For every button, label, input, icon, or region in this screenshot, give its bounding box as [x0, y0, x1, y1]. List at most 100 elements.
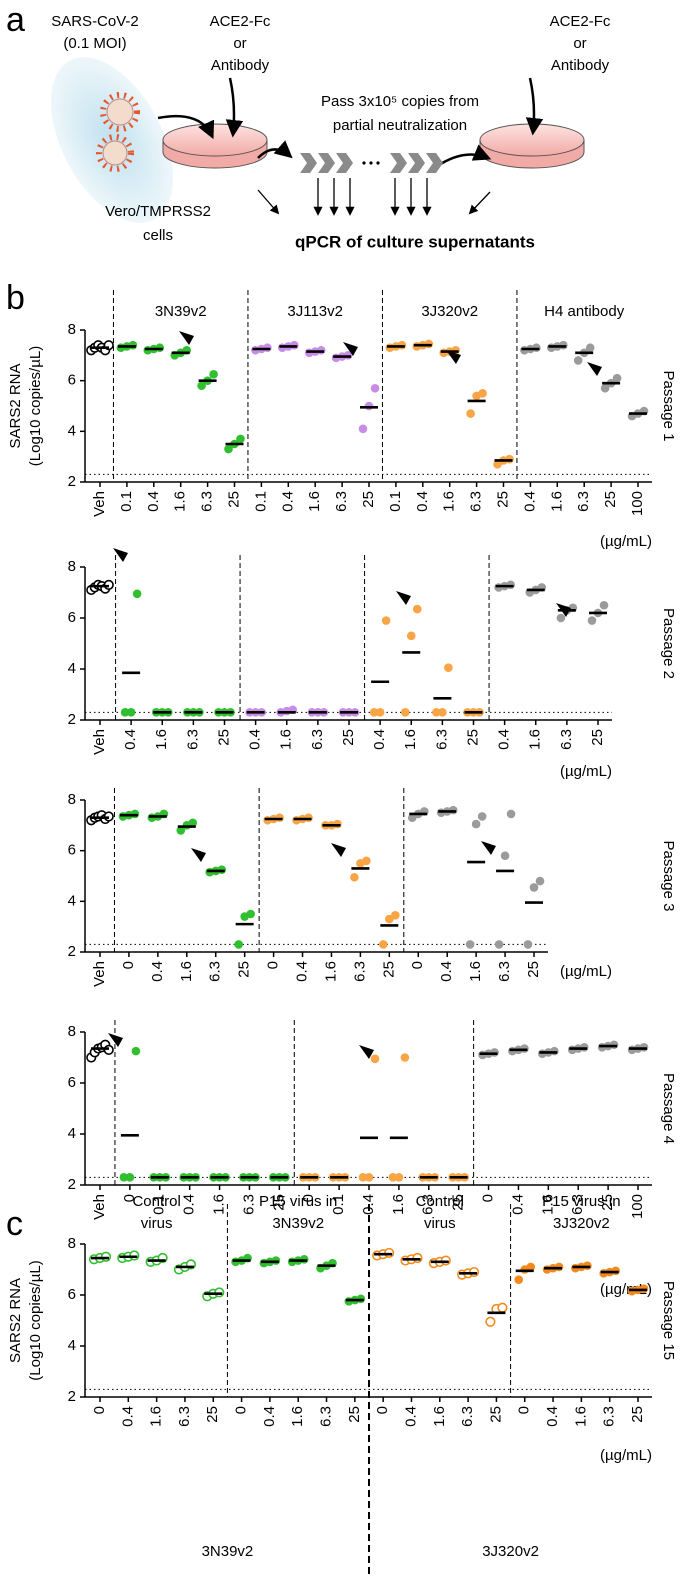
x-tick-label: 1.6 — [278, 729, 295, 750]
x-tick-label: 6.3 — [240, 1194, 257, 1215]
arrowhead — [556, 603, 571, 617]
y-tick-label: 6 — [68, 842, 76, 859]
arrowhead — [191, 848, 206, 862]
data-point — [556, 613, 566, 623]
data-point — [477, 812, 487, 821]
data-point — [514, 1275, 524, 1284]
arrowhead — [359, 1045, 374, 1059]
x-tick-label: 6.3 — [176, 1406, 193, 1427]
data-point — [599, 600, 609, 610]
passage-label: Passage 2 — [660, 608, 677, 679]
x-tick-label: 100 — [629, 1194, 646, 1219]
group-label: virus — [141, 1215, 173, 1232]
data-point — [600, 383, 610, 393]
data-point — [485, 1316, 496, 1327]
group-label: Control — [416, 1193, 464, 1210]
y-axis-label: SARS2 RNA — [7, 363, 24, 448]
x-tick-label: 6.3 — [459, 1406, 476, 1427]
data-point — [526, 1262, 536, 1272]
y-tick-label: 2 — [68, 711, 76, 728]
x-tick-label: 6.3 — [199, 491, 216, 512]
x-tick-label: 25 — [270, 1194, 287, 1211]
x-tick-label: 0.4 — [247, 729, 264, 750]
passage-label: Passage 3 — [660, 841, 677, 912]
x-tick-label: 6.3 — [496, 961, 513, 982]
data-point — [234, 940, 243, 949]
data-point — [587, 616, 597, 625]
data-point — [188, 818, 198, 828]
y-axis-label: (Log10 copies/µL) — [27, 346, 44, 466]
virus — [96, 134, 134, 172]
y-tick-label: 4 — [68, 422, 76, 439]
x-tick-label: 100 — [629, 491, 646, 516]
data-point — [573, 356, 583, 365]
data-point — [391, 910, 400, 920]
x-tick-label: 0.1 — [252, 491, 269, 512]
group-label: virus — [424, 1215, 456, 1232]
unit-label: (µg/mL) — [560, 763, 612, 780]
x-tick-label: 25 — [494, 491, 511, 508]
y-tick-label: 8 — [68, 558, 76, 575]
arrowhead — [481, 841, 496, 855]
x-tick-label: 6.3 — [468, 491, 485, 512]
data-point — [358, 424, 368, 434]
label: Antibody — [211, 57, 270, 74]
x-tick-label: 6.3 — [317, 1406, 334, 1427]
x-tick-label: 0.4 — [438, 961, 455, 982]
label: or — [573, 35, 586, 52]
x-tick-label: 1.6 — [178, 961, 195, 982]
data-point — [126, 708, 136, 717]
data-point — [406, 631, 416, 641]
x-tick-label: 25 — [589, 729, 606, 746]
x-tick-label: 0 — [480, 1194, 497, 1202]
x-tick-label: 1.6 — [548, 491, 565, 512]
x-tick-label: 25 — [236, 961, 253, 978]
x-tick-label: 0.1 — [330, 1194, 347, 1215]
unit-label: (µg/mL) — [600, 1447, 652, 1464]
data-point — [465, 940, 475, 949]
panel-label: a — [6, 1, 25, 39]
x-tick-label: 0 — [120, 961, 137, 969]
label: ACE2-Fc — [210, 13, 271, 30]
y-tick-label: 6 — [68, 372, 76, 389]
virus — [100, 92, 140, 132]
x-tick-label: 1.6 — [572, 1406, 589, 1427]
y-tick-label: 8 — [68, 791, 76, 808]
data-point — [132, 589, 142, 599]
data-point — [364, 1173, 374, 1182]
data-point — [370, 383, 380, 393]
x-tick-label: 1.6 — [527, 729, 544, 750]
x-tick-label: 0.4 — [261, 1406, 278, 1427]
data-point — [379, 940, 388, 949]
group-label: 3J113v2 — [287, 303, 343, 320]
y-tick-label: 6 — [68, 1074, 76, 1091]
x-tick-label: 25 — [225, 491, 242, 508]
label: or — [233, 35, 246, 52]
x-tick-label: 0.4 — [279, 491, 296, 512]
label: Pass 3x10⁵ copies from — [321, 93, 479, 110]
y-tick-label: 2 — [68, 1388, 76, 1405]
y-axis-label: (Log10 copies/µL) — [27, 1260, 44, 1380]
data-point — [394, 1173, 404, 1182]
data-point — [471, 819, 481, 829]
x-tick-label: 0.4 — [496, 729, 513, 750]
x-tick-label: 1.6 — [148, 1406, 165, 1427]
x-tick-label: Veh — [91, 1194, 108, 1220]
data-point — [612, 373, 622, 383]
x-tick-label: 6.3 — [351, 961, 368, 982]
y-tick-label: 4 — [68, 1125, 76, 1142]
virus — [102, 140, 128, 166]
x-tick-label: 0 — [516, 1406, 533, 1414]
x-tick-label: 0.4 — [402, 1406, 419, 1427]
arrowhead — [179, 331, 194, 345]
x-tick-label: 0.4 — [119, 1406, 136, 1427]
group-label: P15 virus in — [259, 1193, 337, 1210]
data-point — [412, 604, 422, 614]
data-point — [478, 389, 487, 398]
y-tick-label: 8 — [68, 321, 76, 338]
data-point — [381, 616, 391, 625]
x-tick-label: 6.3 — [601, 1406, 618, 1427]
data-point — [535, 876, 545, 886]
x-tick-label: 25 — [599, 1194, 616, 1211]
